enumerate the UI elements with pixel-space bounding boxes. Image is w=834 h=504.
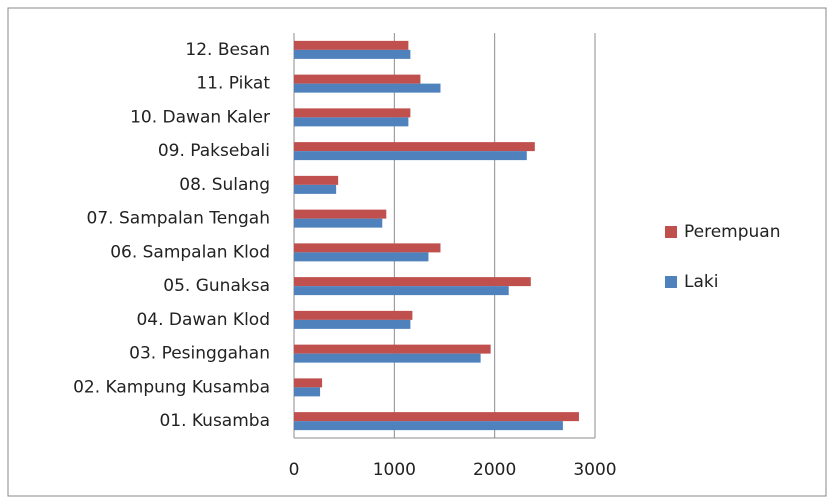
bar	[294, 184, 337, 194]
bar	[294, 319, 411, 329]
y-tick-label: 02. Kampung Kusamba	[73, 377, 270, 397]
bar	[294, 49, 411, 59]
bar	[294, 209, 387, 219]
y-tick-label: 06. Sampalan Klod	[110, 242, 270, 262]
bar	[294, 252, 429, 262]
bar	[294, 378, 323, 388]
y-tick-label: 01. Kusamba	[159, 411, 270, 431]
legend-swatch	[665, 226, 677, 238]
bar	[294, 412, 579, 422]
x-tick-label: 1000	[373, 460, 416, 480]
bar	[294, 353, 481, 363]
bar	[294, 74, 421, 84]
x-tick-label: 3000	[573, 460, 616, 480]
bar	[294, 218, 383, 228]
bar	[294, 344, 491, 354]
bar	[294, 277, 531, 287]
y-tick-label: 07. Sampalan Tengah	[87, 209, 270, 229]
legend-swatch	[665, 276, 677, 288]
y-tick-label: 05. Gunaksa	[163, 276, 270, 296]
y-tick-label: 03. Pesinggahan	[129, 344, 270, 364]
bar	[294, 108, 411, 118]
bar	[294, 40, 409, 50]
y-tick-label: 11. Pikat	[196, 74, 270, 94]
legend-label: Laki	[684, 272, 718, 292]
bar	[294, 151, 527, 161]
bar	[294, 243, 441, 253]
bar	[294, 310, 413, 320]
legend-label: Perempuan	[684, 222, 781, 242]
bar	[294, 175, 339, 185]
y-tick-label: 10. Dawan Kaler	[130, 107, 270, 127]
bar	[294, 421, 563, 431]
bar	[294, 387, 321, 397]
x-tick-label: 2000	[473, 460, 516, 480]
y-tick-label: 04. Dawan Klod	[136, 310, 270, 330]
y-tick-label: 08. Sulang	[179, 175, 270, 195]
y-tick-label: 09. Paksebali	[158, 141, 270, 161]
bar	[294, 286, 509, 296]
bar	[294, 117, 409, 127]
bar	[294, 83, 441, 93]
y-tick-label: 12. Besan	[185, 40, 270, 60]
x-tick-label: 0	[289, 460, 300, 480]
bar	[294, 142, 535, 152]
